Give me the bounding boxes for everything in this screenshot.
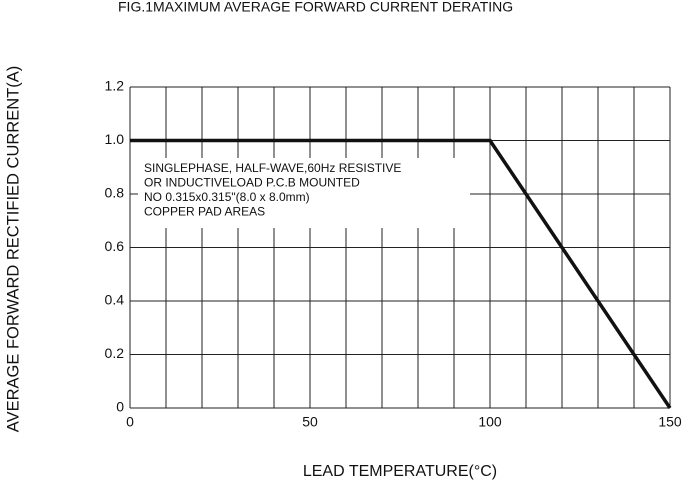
y-tick-label: 1.2 (105, 78, 125, 94)
y-tick-label: 1.0 (105, 131, 125, 147)
y-tick-label: 0.4 (105, 292, 125, 308)
annotation: SINGLEPHASE, HALF-WAVE,60Hz RESISTIVE (144, 161, 401, 175)
y-tick-label: 0.8 (105, 185, 125, 201)
y-tick-label: 0 (116, 399, 124, 415)
y-tick-label: 0.2 (105, 345, 125, 361)
annotation: NO 0.315x0.315"(8.0 x 8.0mm) (144, 190, 310, 204)
annotation: OR INDUCTIVELOAD P.C.B MOUNTED (144, 176, 360, 190)
x-axis-label: LEAD TEMPERATURE(°C) (303, 463, 497, 480)
x-tick-label: 100 (478, 414, 502, 430)
annotation: COPPER PAD AREAS (144, 205, 265, 219)
x-tick-label: 0 (126, 414, 134, 430)
y-tick-label: 0.6 (105, 238, 125, 254)
x-tick-label: 50 (302, 414, 318, 430)
x-tick-label: 150 (658, 414, 682, 430)
data-line (130, 138, 672, 409)
y-axis-label: AVERAGE FORWARD RECTIFIED CURRENT(A) (4, 66, 22, 432)
annotation-box (138, 158, 470, 228)
chart-title: FIG.1MAXIMUM AVERAGE FORWARD CURRENT DER… (118, 0, 513, 15)
